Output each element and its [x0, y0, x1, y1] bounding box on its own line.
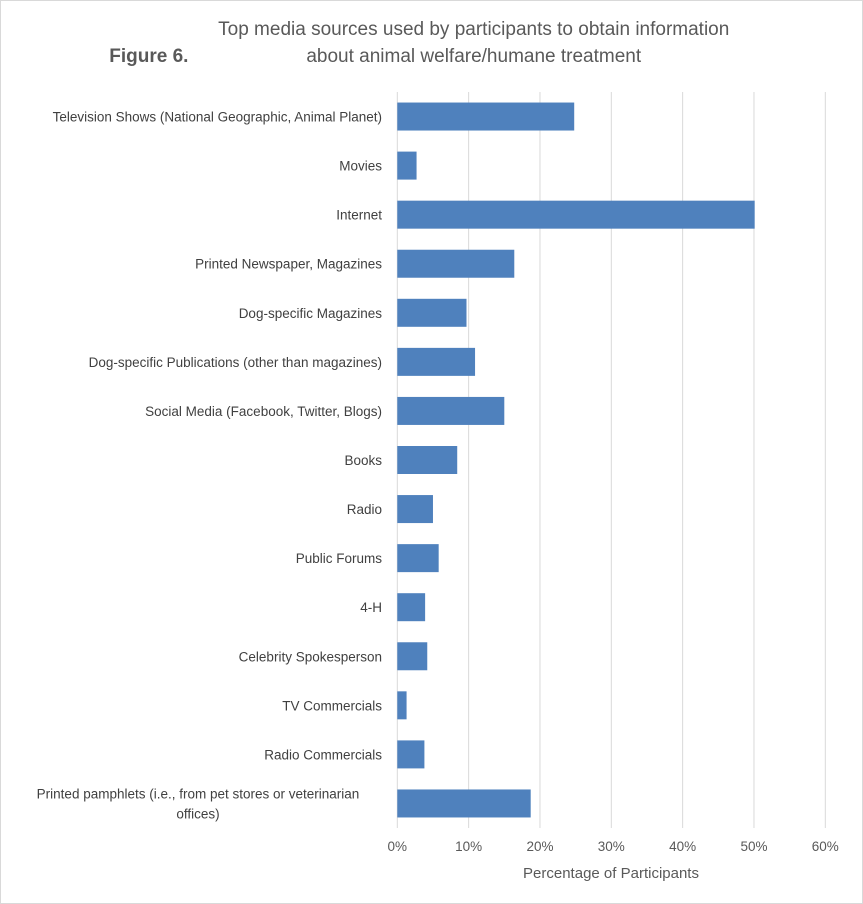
bar — [397, 446, 458, 474]
category-label: 4-H — [360, 600, 382, 615]
bar — [397, 495, 433, 524]
bar — [397, 298, 467, 327]
chart-title: Figure 6. Top media sources used by part… — [0, 16, 863, 70]
category-label: Celebrity Spokesperson — [239, 649, 382, 664]
category-label: offices) — [176, 806, 219, 821]
x-tick-label: 60% — [812, 839, 839, 854]
bar — [397, 544, 439, 573]
category-label: Books — [344, 453, 382, 468]
x-axis-label: Percentage of Participants — [523, 865, 699, 882]
bar — [397, 151, 417, 180]
x-tick-label: 30% — [598, 839, 625, 854]
x-tick-label: 0% — [388, 839, 408, 854]
bar — [397, 593, 426, 622]
bar — [397, 347, 476, 376]
bar — [397, 642, 428, 671]
category-label: Radio — [347, 502, 382, 517]
category-label: Social Media (Facebook, Twitter, Blogs) — [145, 404, 382, 419]
category-label: Dog-specific Publications (other than ma… — [89, 355, 382, 370]
bar — [397, 789, 531, 818]
category-label: Movies — [339, 159, 382, 174]
bars — [397, 102, 755, 818]
category-label: Printed pamphlets (i.e., from pet stores… — [37, 786, 360, 801]
bar — [397, 200, 755, 229]
chart-title-prefix: Figure 6. — [109, 46, 189, 67]
category-label: Dog-specific Magazines — [239, 306, 383, 321]
chart-title-text: Top media sources used by participants t… — [218, 19, 730, 67]
x-tick-label: 50% — [740, 839, 767, 854]
category-label: Internet — [336, 208, 382, 223]
category-labels: Television Shows (National Geographic, A… — [37, 110, 383, 822]
bar — [397, 102, 575, 131]
bar — [397, 691, 407, 720]
bar — [397, 249, 515, 278]
category-label: Printed Newspaper, Magazines — [195, 257, 382, 272]
category-label: Television Shows (National Geographic, A… — [53, 110, 382, 125]
x-tick-labels: 0% 10% 20% 30% 40% 50% 60% — [388, 839, 839, 854]
x-tick-label: 10% — [455, 839, 482, 854]
x-tick-label: 40% — [669, 839, 696, 854]
bar — [397, 740, 425, 769]
category-label: Radio Commercials — [264, 747, 382, 762]
category-label: Public Forums — [296, 551, 383, 566]
bar — [397, 396, 505, 425]
category-label: TV Commercials — [282, 698, 382, 713]
x-tick-label: 20% — [526, 839, 553, 854]
